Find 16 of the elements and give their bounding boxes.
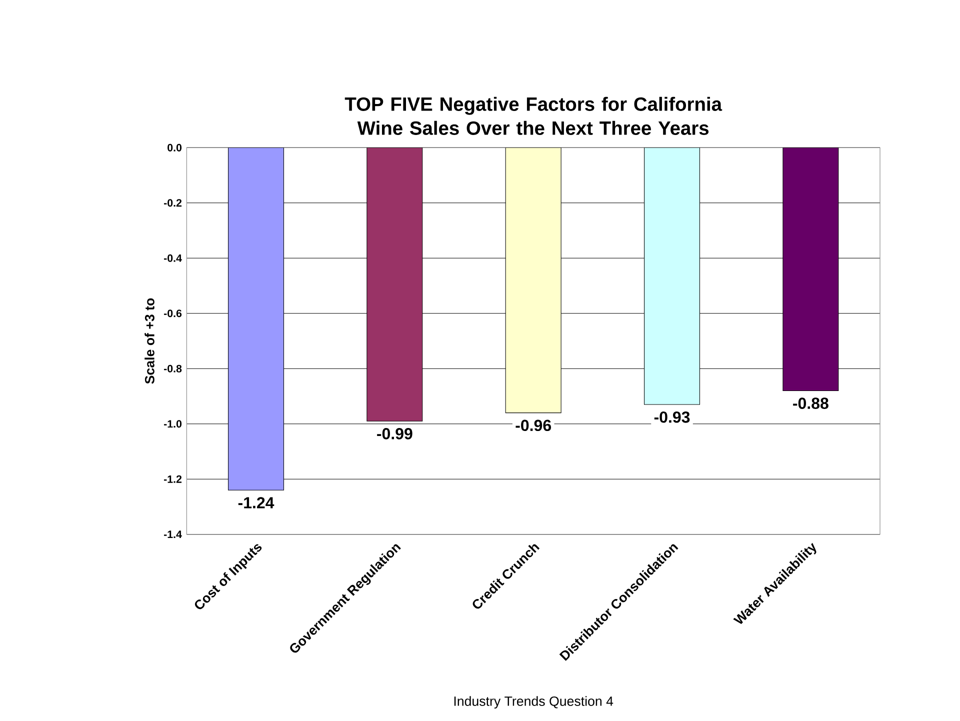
y-tick-label: -0.6 xyxy=(164,310,182,318)
y-tick-label: -0.8 xyxy=(164,364,182,372)
data-label: -1.24 xyxy=(238,497,274,508)
y-tick-label: -1.0 xyxy=(164,420,182,428)
data-label: -0.93 xyxy=(654,411,690,423)
y-tick-label: -0.2 xyxy=(164,199,182,207)
text: Industry Trends Question 4 xyxy=(454,696,614,709)
y-tick-label: -1.4 xyxy=(164,530,182,538)
data-label: -0.88 xyxy=(793,398,828,409)
data-label: -0.96 xyxy=(516,420,551,432)
y-tick-label: -0.4 xyxy=(164,254,182,262)
y-axis-title: Scale of +3 to xyxy=(144,298,154,384)
y-tick-label: -1.2 xyxy=(164,475,182,483)
y-tick-label: 0.0 xyxy=(168,144,182,152)
chart-title: TOP FIVE Negative Factors for California Wine Sales Over the Next Three Years xyxy=(344,96,722,135)
data-label: -0.99 xyxy=(377,428,412,440)
